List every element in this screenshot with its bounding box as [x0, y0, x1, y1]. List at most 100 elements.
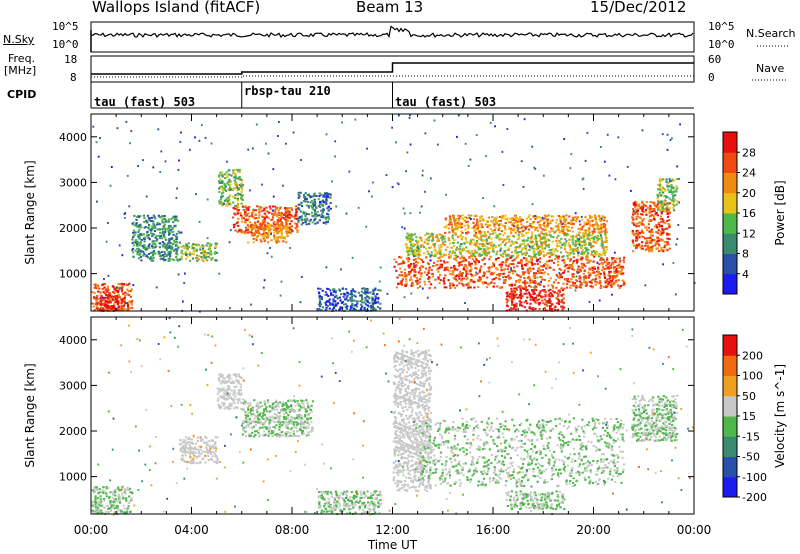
scatter-cell [474, 232, 477, 234]
scatter-cell [408, 236, 411, 239]
scatter-cell [244, 214, 247, 217]
scatter-cell [544, 214, 547, 217]
scatter-cell [538, 283, 541, 286]
scatter-cell [97, 492, 100, 495]
scatter-cell [266, 236, 269, 239]
scatter-cell [531, 222, 534, 225]
scatter-cell [298, 216, 301, 218]
scatter-cell [269, 227, 272, 230]
scatter-cell [410, 282, 414, 285]
scatter-cell [441, 241, 445, 244]
scatter-cell [372, 308, 375, 311]
scatter-cell [116, 296, 120, 299]
scatter-cell [252, 210, 255, 213]
scatter-cell [145, 226, 148, 228]
scatter-cell [410, 235, 413, 238]
scatter-cell [460, 273, 463, 276]
scatter-cell [517, 238, 520, 241]
scatter-cell [275, 213, 278, 216]
scatter-cell [586, 235, 589, 238]
scatter-cell [577, 254, 580, 257]
scatter-cell [170, 245, 173, 248]
scatter-cell [501, 215, 504, 217]
scatter-cell [320, 200, 323, 203]
scatter-cell [363, 287, 366, 290]
scatter-cell [162, 217, 165, 220]
scatter-cell [597, 271, 600, 274]
scatter-cell [120, 308, 123, 311]
scatter-cell [278, 230, 282, 233]
scatter-cell [580, 257, 583, 260]
scatter-cell [233, 226, 236, 229]
scatter-cell [267, 224, 270, 226]
scatter-cell [253, 224, 257, 227]
scatter-cell [455, 248, 458, 251]
scatter-cell [280, 236, 283, 239]
scatter-cell [203, 251, 207, 254]
scatter-cell [563, 287, 566, 290]
scatter-cell [103, 308, 106, 311]
noise-cell [662, 263, 664, 266]
noise-cell [270, 233, 272, 235]
scatter-cell [440, 236, 443, 239]
scatter-cell [572, 276, 575, 279]
scatter-cell [376, 293, 379, 296]
scatter-cell [126, 288, 129, 291]
scatter-cell [541, 269, 544, 271]
scatter-cell [184, 251, 187, 253]
scatter-cell [148, 246, 151, 249]
scatter-cell [448, 223, 451, 226]
scatter-cell [632, 242, 635, 245]
scatter-cell [450, 266, 453, 269]
scatter-cell [520, 294, 523, 297]
noise-cell [252, 147, 254, 150]
scatter-cell [631, 216, 634, 219]
scatter-cell [295, 208, 298, 211]
scatter-cell [285, 216, 288, 219]
scatter-cell [110, 505, 113, 508]
scatter-cell [508, 217, 512, 220]
scatter-cell [412, 259, 415, 262]
scatter-cell [641, 205, 644, 208]
scatter-cell [439, 251, 442, 254]
scatter-cell [452, 284, 455, 287]
noise-cell [517, 228, 520, 231]
scatter-cell [298, 208, 301, 211]
scatter-cell [597, 237, 600, 240]
scatter-cell [550, 284, 553, 287]
scatter-cell [528, 225, 531, 228]
scatter-cell [256, 205, 259, 208]
scatter-cell [571, 230, 574, 233]
scatter-cell [131, 247, 135, 250]
scatter-cell [590, 216, 594, 219]
scatter-cell [644, 204, 648, 207]
scatter-cell [167, 227, 171, 230]
scatter-cell [587, 258, 590, 261]
scatter-cell [427, 268, 431, 271]
scatter-cell [533, 272, 536, 275]
scatter-cell [162, 227, 165, 230]
scatter-cell [544, 291, 547, 294]
scatter-cell [579, 283, 582, 286]
scatter-cell [239, 211, 242, 214]
scatter-cell [662, 219, 665, 222]
scatter-cell [254, 221, 257, 224]
scatter-cell [640, 247, 643, 250]
scatter-cell [529, 307, 532, 310]
scatter-cell [326, 287, 329, 290]
scatter-cell [513, 266, 516, 269]
scatter-cell [277, 228, 280, 231]
scatter-cell [573, 268, 576, 271]
scatter-cell [537, 252, 540, 255]
scatter-cell [479, 279, 482, 282]
scatter-cell [508, 227, 511, 230]
scatter-cell [662, 205, 665, 208]
scatter-cell [379, 307, 382, 310]
scatter-cell [611, 279, 614, 282]
scatter-cell [569, 223, 572, 226]
scatter-cell [155, 235, 158, 238]
scatter-cell [538, 292, 541, 295]
scatter-cell [118, 296, 121, 299]
scatter-cell [470, 254, 473, 257]
scatter-cell [300, 201, 303, 204]
